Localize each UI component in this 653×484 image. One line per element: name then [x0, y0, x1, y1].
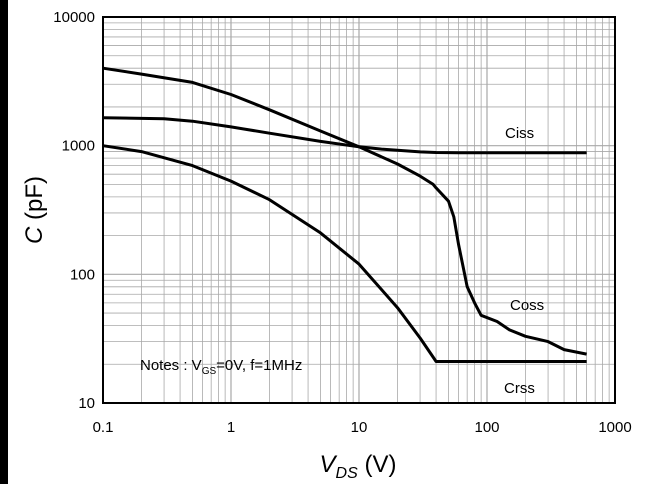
grid — [103, 17, 615, 403]
series-label-crss: Crss — [504, 380, 535, 397]
notes-annotation: Notes : VGS=0V, f=1MHz — [140, 357, 302, 377]
series-label-ciss: Ciss — [505, 125, 534, 142]
y-tick-label: 10000 — [53, 9, 95, 26]
x-tick-label: 0.1 — [93, 419, 114, 436]
y-tick-label: 1000 — [62, 138, 95, 155]
chart-figure: 0.1 1 10 100 1000 10000 1000 100 10 Ciss Coss Cr… — [8, 0, 653, 484]
capacitance-chart: 0.1 1 10 100 1000 10000 1000 100 10 Ciss Coss Cr… — [21, 9, 632, 482]
series-line-crss — [102, 144, 587, 363]
series-line-ciss — [102, 116, 587, 155]
x-axis-title: VDS (V) — [320, 451, 397, 482]
x-tick-label: 1 — [227, 419, 235, 436]
y-axis-title: C (pF) — [21, 176, 48, 244]
x-tick-label: 100 — [474, 419, 499, 436]
x-tick-label: 10 — [351, 419, 368, 436]
y-tick-label: 100 — [70, 266, 95, 283]
series-label-coss: Coss — [510, 297, 544, 314]
series-lines — [102, 66, 587, 363]
series-line-coss — [102, 66, 587, 356]
x-tick-label: 1000 — [598, 419, 631, 436]
tick-labels: 0.1 1 10 100 1000 10000 1000 100 10 — [53, 9, 631, 436]
plot-frame — [102, 16, 616, 404]
y-tick-label: 10 — [78, 395, 95, 412]
